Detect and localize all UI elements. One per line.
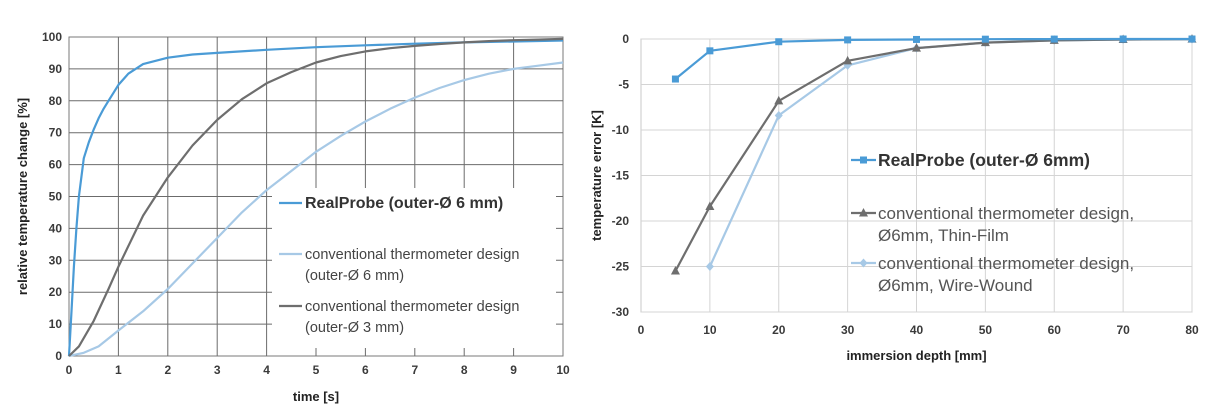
x-tick-label: 0	[66, 363, 73, 377]
y-tick-label: -20	[612, 214, 630, 228]
legend-label: conventional thermometer design,	[878, 204, 1134, 223]
x-axis-title: time [s]	[293, 389, 339, 404]
x-tick-label: 6	[362, 363, 369, 377]
x-axis-title: immersion depth [mm]	[846, 348, 986, 363]
x-tick-label: 50	[979, 323, 993, 337]
x-tick-label: 7	[411, 363, 418, 377]
data-marker-square	[913, 35, 920, 43]
legend-label: Ø6mm, Wire-Wound	[878, 276, 1033, 295]
chart-temperature-error: 0 10 20 30 40 50 60 70 80 0 -5 -10 -15 -20 -25 -30 immer…	[589, 32, 1199, 363]
y-tick-label: 30	[49, 253, 63, 267]
x-tick-label: 4	[263, 363, 270, 377]
legend-label: conventional thermometer design	[305, 299, 519, 315]
x-tick-label: 5	[313, 363, 320, 377]
y-tick-label: 40	[49, 221, 63, 235]
data-marker-square	[844, 36, 852, 44]
x-tick-label: 70	[1116, 323, 1130, 337]
y-tick-label: 50	[49, 190, 63, 204]
legend-label: RealProbe (outer-Ø 6mm)	[878, 150, 1090, 170]
y-axis-title: temperature error [K]	[589, 110, 604, 241]
legend-label: conventional thermometer design	[305, 247, 519, 263]
y-tick-label: 80	[49, 94, 63, 108]
legend-label: conventional thermometer design,	[878, 254, 1134, 273]
data-marker-diamond	[859, 258, 868, 268]
legend-label: (outer-Ø 6 mm)	[305, 268, 404, 284]
x-tick-label: 80	[1185, 323, 1199, 337]
x-tick-label: 30	[841, 323, 855, 337]
data-marker-diamond	[705, 262, 714, 271]
y-tick-label: 60	[49, 158, 63, 172]
x-tick-label: 20	[772, 323, 786, 337]
data-marker-triangle	[859, 208, 868, 217]
legend-box	[272, 188, 556, 348]
y-tick-label: 20	[49, 285, 63, 299]
y-tick-label: 0	[622, 32, 629, 46]
x-tick-label: 0	[638, 323, 645, 337]
series-line	[67, 39, 564, 357]
y-tick-label: 10	[49, 317, 63, 331]
data-marker-square	[981, 35, 989, 43]
data-marker-square	[1119, 35, 1127, 43]
y-tick-label: 90	[49, 62, 63, 76]
x-tick-label: 9	[510, 363, 517, 377]
x-tick-label: 2	[164, 363, 171, 377]
x-tick-label: 3	[214, 363, 221, 377]
x-tick-label: 10	[703, 323, 717, 337]
data-marker-triangle	[774, 95, 784, 105]
data-marker-square	[775, 38, 783, 46]
data-marker-diamond	[774, 110, 783, 120]
data-marker-triangle	[670, 266, 680, 275]
x-tick-label: 8	[461, 363, 468, 377]
y-tick-label: -10	[612, 123, 630, 137]
data-marker-square	[1188, 35, 1196, 43]
data-marker-square	[671, 75, 679, 83]
y-tick-label: -30	[612, 305, 630, 319]
x-tick-label: 10	[556, 363, 570, 377]
y-tick-label: -15	[612, 169, 630, 183]
data-marker-square	[706, 47, 714, 55]
series-line	[68, 37, 564, 357]
legend-label: (outer-Ø 3 mm)	[305, 320, 404, 336]
series-line	[68, 61, 564, 358]
data-marker-triangle	[912, 43, 921, 52]
x-tick-label: 40	[910, 323, 924, 337]
y-tick-label: 0	[55, 349, 62, 363]
legend-label: RealProbe (outer-Ø 6 mm)	[305, 195, 503, 212]
data-marker-square	[1050, 35, 1058, 43]
legend-label: Ø6mm, Thin-Film	[878, 226, 1009, 245]
y-tick-label: -5	[618, 78, 629, 92]
y-tick-label: 100	[42, 30, 62, 44]
y-tick-label: -25	[612, 260, 630, 274]
data-marker-triangle	[843, 55, 853, 65]
data-marker-triangle	[705, 201, 715, 210]
y-axis-title: relative temperature change [%]	[15, 98, 30, 295]
x-tick-label: 1	[115, 363, 122, 377]
data-marker-square	[860, 156, 867, 164]
y-tick-label: 70	[49, 126, 63, 140]
x-tick-label: 60	[1048, 323, 1062, 337]
